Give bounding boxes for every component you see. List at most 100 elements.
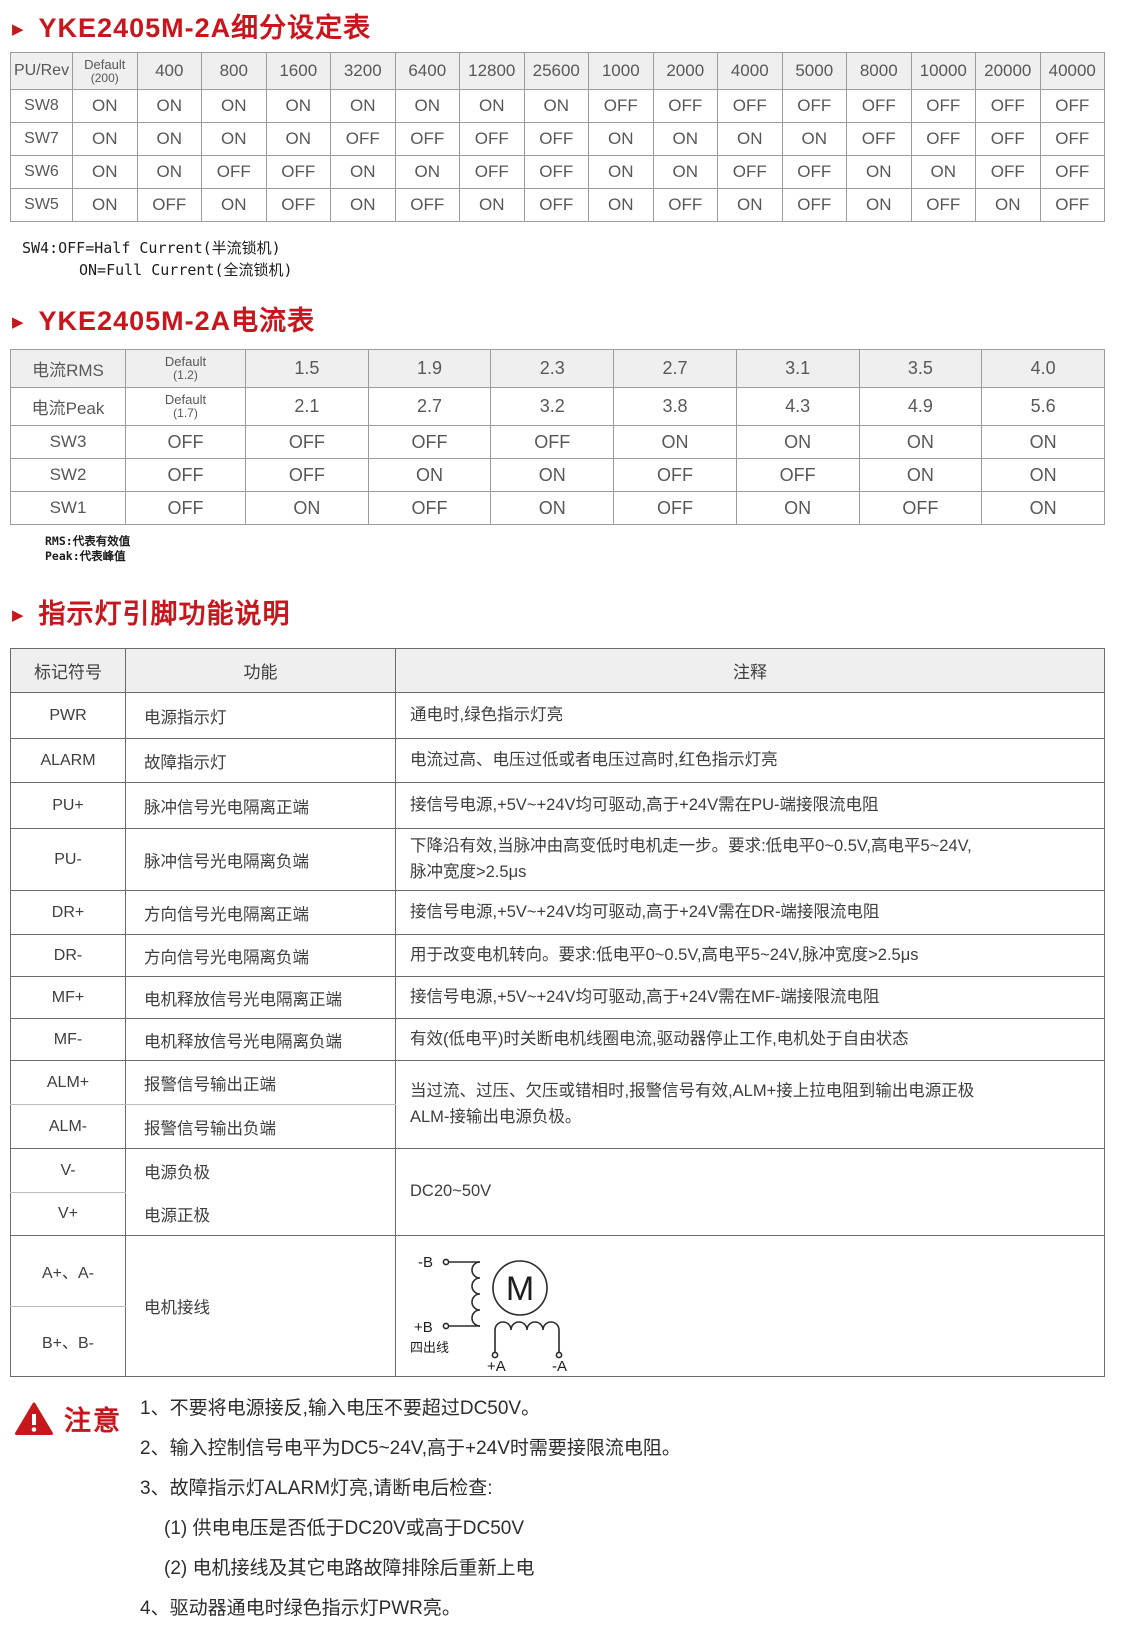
grid-cell: OFF <box>523 122 589 156</box>
grid-cell: ON <box>588 188 654 222</box>
grid-cell: ON <box>330 89 396 123</box>
section-title-microstep: ▶ YKE2405M-2A细分设定表 <box>12 0 1122 44</box>
grid-cell: OFF <box>1039 122 1105 156</box>
grid-cell: 6400 <box>394 52 460 90</box>
table-row: SW8 ON ON ON ON ON ON ON ON OFF OFF OFF OFF OFF OFF OFF… <box>10 89 1105 123</box>
grid-cell: OFF <box>367 425 492 459</box>
pin-note: 有效(低电平)时关断电机线圈电流,驱动器停止工作,电机处于自由状态 <box>395 1018 1105 1061</box>
grid-cell: OFF <box>846 122 912 156</box>
grid-cell: 800 <box>201 52 267 90</box>
grid-cell: ON <box>717 188 783 222</box>
section-title-text: YKE2405M-2A电流表 <box>38 306 316 336</box>
grid-cell: ON <box>846 155 912 189</box>
grid-cell: OFF <box>910 89 976 123</box>
table-row: PU- 脉冲信号光电隔离负端 下降沿有效,当脉冲由高变低时电机走一步。要求:低电… <box>10 828 1105 891</box>
pin-function-table: 标记符号 功能 注释 PWR 电源指示灯 通电时,绿色指示灯亮 ALARM 故障… <box>10 648 1105 1377</box>
sw4-note: SW4:OFF=Half Current(半流锁机) ON=Full Curre… <box>22 237 1122 281</box>
grid-cell: 10000 <box>910 52 976 90</box>
pin-symbol: DR+ <box>10 890 126 935</box>
section-title-current: ▶ YKE2405M-2A电流表 <box>12 305 1122 337</box>
grid-cell: OFF <box>975 122 1041 156</box>
notice-item: (1) 供电电压是否低于DC20V或高于DC50V <box>164 1518 524 1539</box>
table-row: 电流RMS Default (1.2) 1.5 1.9 2.3 2.7 3.1 3.5 4.0 <box>10 349 1105 388</box>
pin-symbol: DR- <box>10 934 126 977</box>
grid-cell: ON <box>72 188 138 222</box>
four-wire-label: 四出线 <box>410 1340 449 1355</box>
row-label: SW5 <box>10 188 73 222</box>
notice-item: (2) 电机接线及其它电路故障排除后重新上电 <box>164 1558 535 1579</box>
grid-cell: Default (200) <box>72 52 138 90</box>
grid-cell: OFF <box>245 458 369 492</box>
grid-cell: 2.7 <box>367 387 492 426</box>
table-row: SW3 OFF OFF OFF OFF ON ON ON ON <box>10 425 1105 459</box>
grid-cell: ON <box>136 89 202 123</box>
grid-cell: ON <box>490 458 615 492</box>
grid-cell: OFF <box>459 122 525 156</box>
pin-function: 故障指示灯 <box>125 738 396 783</box>
table-row: B+、B- <box>10 1305 1105 1377</box>
grid-cell: 1000 <box>588 52 654 90</box>
grid-cell: OFF <box>523 188 589 222</box>
row-label: SW2 <box>10 458 126 492</box>
grid-cell: ON <box>330 155 396 189</box>
table-header-row: 标记符号 功能 注释 <box>10 648 1105 693</box>
table-row: MF+ 电机释放信号光电隔离正端 接信号电源,+5V~+24V均可驱动,高于+2… <box>10 976 1105 1019</box>
notice-item: 1、不要将电源接反,输入电压不要超过DC50V。 <box>140 1398 541 1419</box>
grid-cell: ON <box>981 491 1105 525</box>
pin-symbol: MF- <box>10 1018 126 1061</box>
grid-cell: 2000 <box>652 52 718 90</box>
grid-cell: ON <box>717 122 783 156</box>
pin-symbol: V+ <box>10 1192 126 1236</box>
grid-cell: ON <box>394 155 460 189</box>
grid-cell: 20000 <box>975 52 1041 90</box>
grid-cell: ON <box>201 188 267 222</box>
column-header-note: 注释 <box>395 648 1105 693</box>
table-row: SW6 ON ON OFF OFF ON ON OFF OFF ON ON OFF OFF ON ON OFF… <box>10 155 1105 189</box>
sw4-note-line1: SW4:OFF=Half Current(半流锁机) <box>22 239 281 257</box>
grid-cell: 1.5 <box>245 349 369 388</box>
grid-cell: ON <box>330 188 396 222</box>
table-row: PU/Rev Default (200) 400 800 1600 3200 6400 1280… <box>10 52 1105 90</box>
grid-cell: 5.6 <box>981 387 1105 426</box>
right-triangle-icon: ▶ <box>12 313 24 331</box>
table-row: V+ 电源正极 <box>10 1192 1105 1236</box>
grid-cell: 40000 <box>1039 52 1105 90</box>
grid-cell: 3.2 <box>490 387 615 426</box>
pin-note: 接信号电源,+5V~+24V均可驱动,高于+24V需在MF-端接限流电阻 <box>395 976 1105 1019</box>
grid-cell: OFF <box>330 122 396 156</box>
grid-cell: OFF <box>201 155 267 189</box>
rms-note-line1: RMS:代表有效值 <box>45 534 131 548</box>
pin-function: 电机释放信号光电隔离负端 <box>125 1018 396 1061</box>
grid-cell: 8000 <box>846 52 912 90</box>
pin-function: 电源负极 <box>125 1148 396 1193</box>
grid-cell: ON <box>201 89 267 123</box>
terminal-label-a-minus: -A <box>552 1358 567 1372</box>
grid-cell: OFF <box>136 188 202 222</box>
grid-cell: OFF <box>588 89 654 123</box>
grid-cell: ON <box>975 188 1041 222</box>
notice-item: 2、输入控制信号电平为DC5~24V,高于+24V时需要接限流电阻。 <box>140 1438 681 1459</box>
table-row: PU+ 脉冲信号光电隔离正端 接信号电源,+5V~+24V均可驱动,高于+24V… <box>10 782 1105 829</box>
pin-symbol: MF+ <box>10 976 126 1019</box>
terminal-label-b-minus: -B <box>418 1254 433 1271</box>
grid-cell: ON <box>72 155 138 189</box>
notice-header: 注意 <box>14 1399 130 1438</box>
grid-cell: OFF <box>125 458 246 492</box>
notice-section: 注意 1、不要将电源接反,输入电压不要超过DC50V。 2、输入控制信号电平为D… <box>14 1397 1122 1637</box>
motor-wiring-diagram: -B +B 四出线 M +A -A <box>395 1235 1105 1377</box>
row-label: SW1 <box>10 491 126 525</box>
grid-cell: OFF <box>613 491 737 525</box>
grid-cell: OFF <box>265 188 331 222</box>
grid-cell: 2.3 <box>490 349 615 388</box>
pin-symbol: ALM- <box>10 1104 126 1149</box>
notice-item: 4、驱动器通电时绿色指示灯PWR亮。 <box>140 1598 461 1619</box>
row-label: SW3 <box>10 425 126 459</box>
pin-note: 下降沿有效,当脉冲由高变低时电机走一步。要求:低电平0~0.5V,高电平5~24… <box>395 828 1105 891</box>
column-header-symbol: 标记符号 <box>10 648 126 693</box>
pin-function: 电机接线 <box>125 1235 396 1377</box>
table-row: ALM- 报警信号输出负端 <box>10 1104 1105 1149</box>
grid-cell: 4.3 <box>735 387 860 426</box>
pin-note: 当过流、过压、欠压或错相时,报警信号有效,ALM+接上拉电阻到输出电源正极 AL… <box>395 1060 1105 1149</box>
grid-cell: ON <box>245 491 369 525</box>
table-row: DR+ 方向信号光电隔离正端 接信号电源,+5V~+24V均可驱动,高于+24V… <box>10 890 1105 935</box>
